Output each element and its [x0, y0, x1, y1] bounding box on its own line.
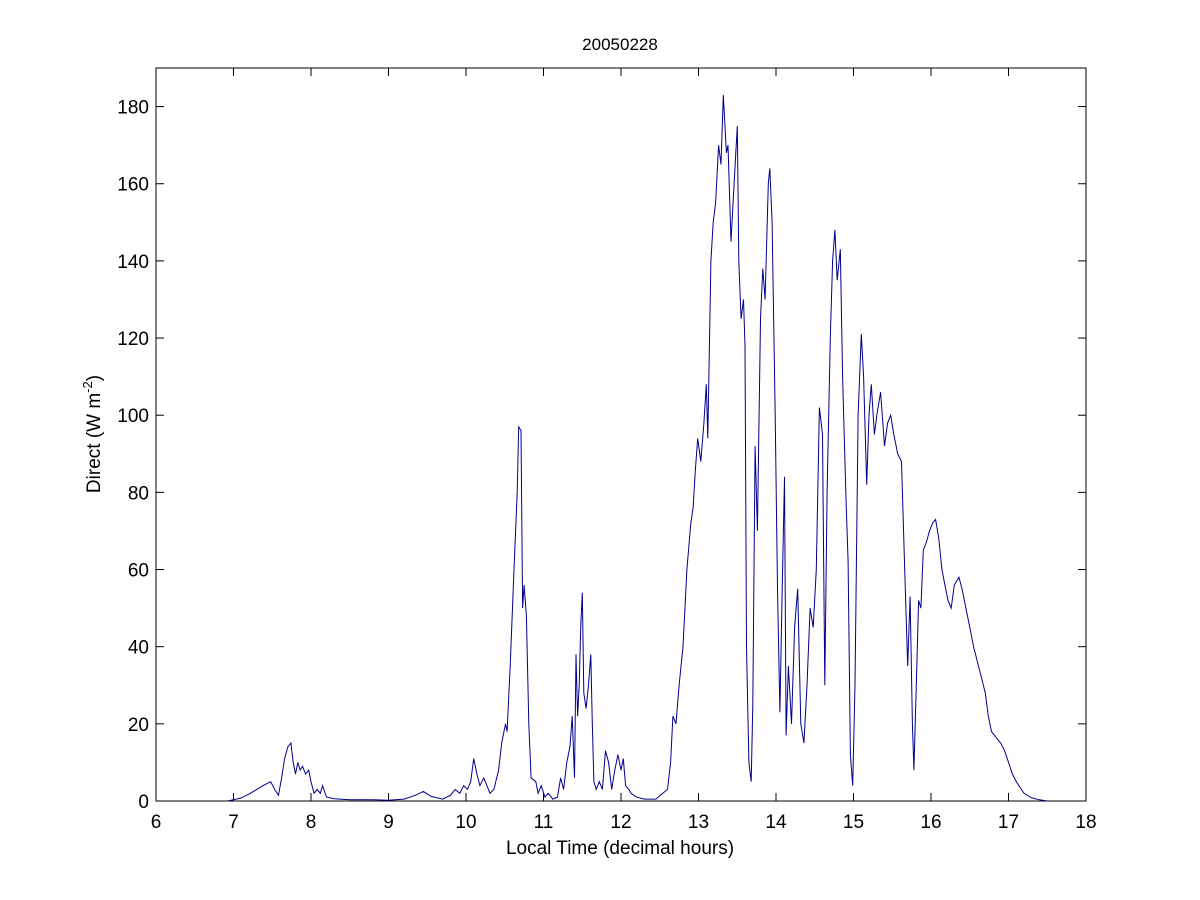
- series-line-direct: [227, 94, 1048, 802]
- x-tick-label: 8: [306, 812, 317, 833]
- y-axis-label-close: ): [84, 375, 105, 381]
- y-tick-label: 140: [117, 252, 149, 273]
- x-tick-label: 18: [1075, 812, 1096, 833]
- y-axis-label: Direct (W m-2): [80, 375, 105, 493]
- x-tick-label: 13: [688, 812, 709, 833]
- y-tick-label: 120: [117, 329, 149, 350]
- chart-title: 20050228: [582, 35, 658, 54]
- x-tick-label: 15: [843, 812, 864, 833]
- y-tick-label: 20: [128, 715, 149, 736]
- y-tick-label: 0: [138, 792, 149, 813]
- y-tick-label: 160: [117, 175, 149, 196]
- x-tick-label: 14: [765, 812, 787, 833]
- x-tick-label: 6: [151, 812, 162, 833]
- y-tick-label: 40: [128, 638, 149, 659]
- x-tick-label: 7: [228, 812, 239, 833]
- y-tick-label: 180: [117, 98, 149, 119]
- x-axis-label: Local Time (decimal hours): [506, 838, 734, 859]
- x-tick-label: 17: [998, 812, 1019, 833]
- x-tick-label: 16: [920, 812, 941, 833]
- y-tick-label: 100: [117, 406, 149, 427]
- y-axis-label-superscript: -2: [80, 381, 95, 393]
- y-axis-tick-labels: 0 20 40 60 80 100 120 140 160 180: [117, 98, 149, 813]
- y-tick-label: 60: [128, 561, 149, 582]
- x-tick-label: 9: [383, 812, 394, 833]
- x-tick-label: 11: [534, 812, 554, 833]
- y-tick-label: 80: [128, 483, 149, 504]
- x-axis-tick-labels: 6 7 8 9 10 11 12 13 14 15 16 17 18: [151, 812, 1097, 833]
- y-axis-label-main: Direct (W m: [84, 393, 105, 493]
- x-tick-label: 10: [455, 812, 476, 833]
- plot-area: [155, 67, 1087, 802]
- x-tick-label: 12: [610, 812, 631, 833]
